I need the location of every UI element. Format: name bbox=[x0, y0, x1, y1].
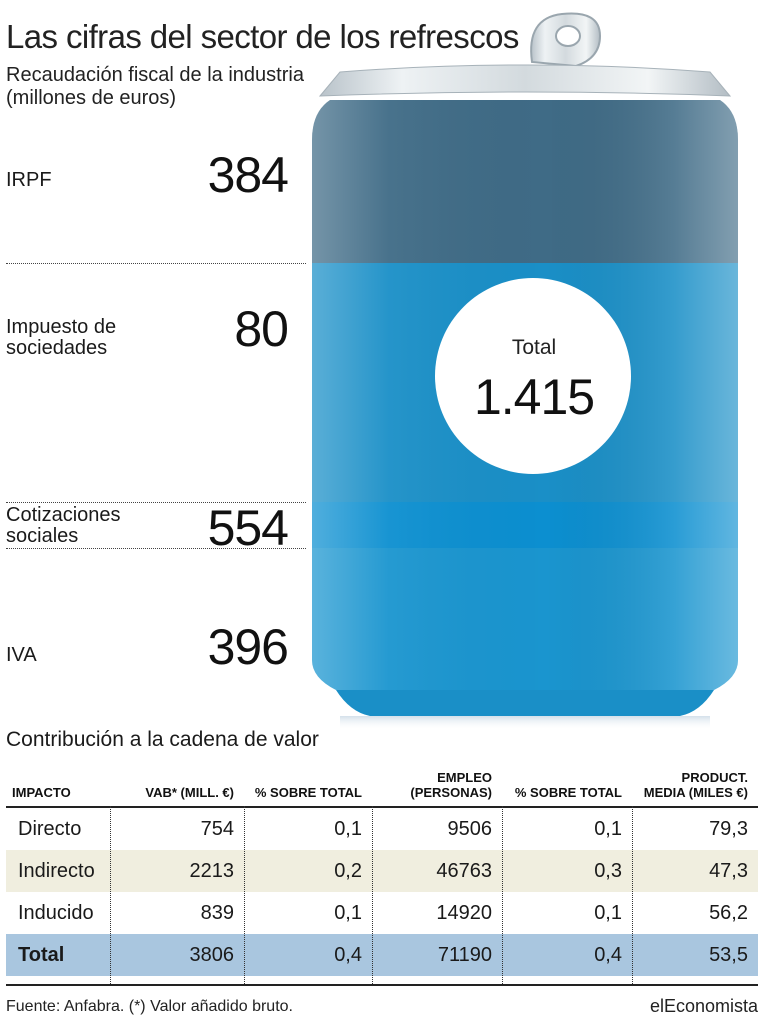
category-separator bbox=[6, 548, 306, 549]
table-cell: 839 bbox=[200, 902, 234, 924]
category-label: IRPF bbox=[6, 169, 52, 191]
table-cell: 754 bbox=[200, 818, 234, 840]
category-label: IVA bbox=[6, 644, 37, 666]
category-value: 384 bbox=[207, 147, 289, 203]
total-value: 1.415 bbox=[473, 369, 595, 425]
table-cell: 0,1 bbox=[334, 902, 362, 924]
column-header: % SOBRE TOTAL bbox=[514, 785, 622, 800]
chart-subtitle: Recaudación fiscal de la industria (mill… bbox=[6, 64, 304, 109]
table-cell: 0,4 bbox=[594, 944, 622, 966]
table-cell: 0,1 bbox=[594, 818, 622, 840]
column-header: PRODUCT. MEDIA (MILES €) bbox=[643, 770, 748, 800]
soda-can-chart bbox=[312, 12, 738, 730]
pull-tab-icon bbox=[530, 12, 602, 68]
table-cell: Inducido bbox=[18, 902, 94, 924]
table-cell: 3806 bbox=[189, 944, 235, 966]
brand-logo: elEconomista bbox=[649, 996, 758, 1016]
table-row: Inducido 839 0,1 14920 0,1 56,2 bbox=[6, 892, 758, 934]
table-row: Directo 754 0,1 9506 0,1 79,3 bbox=[6, 808, 758, 850]
column-divider bbox=[244, 806, 245, 984]
table-cell: Directo bbox=[18, 818, 82, 840]
value-chain-table: IMPACTO VAB* (MILL. €) % SOBRE TOTAL EMPLEO… bbox=[6, 752, 758, 986]
table-cell: 56,2 bbox=[709, 902, 748, 924]
table-title: Contribución a la cadena de valor bbox=[6, 728, 319, 751]
category-label: Cotizaciones sociales bbox=[6, 504, 121, 547]
table-row: Indirecto 2213 0,2 46763 0,3 47,3 bbox=[6, 850, 758, 892]
table-cell: 53,5 bbox=[709, 944, 748, 966]
category-value: 80 bbox=[234, 301, 289, 357]
table-cell: 79,3 bbox=[709, 818, 748, 840]
column-header: VAB* (MILL. €) bbox=[145, 785, 234, 800]
column-header: EMPLEO (PERSONAS) bbox=[410, 770, 492, 800]
table-cell: 0,3 bbox=[594, 860, 622, 882]
column-divider bbox=[110, 806, 111, 984]
category-label: Impuesto de sociedades bbox=[6, 316, 117, 359]
table-header: IMPACTO VAB* (MILL. €) % SOBRE TOTAL EMPLEO… bbox=[6, 752, 758, 808]
column-header: % SOBRE TOTAL bbox=[254, 785, 362, 800]
table-cell: 0,2 bbox=[334, 860, 362, 882]
table-cell: 2213 bbox=[189, 860, 235, 882]
category-value: 396 bbox=[207, 619, 289, 675]
column-header: IMPACTO bbox=[12, 785, 71, 800]
table-cell: 47,3 bbox=[709, 860, 748, 882]
table-cell: 46763 bbox=[436, 860, 492, 882]
column-divider bbox=[632, 806, 633, 984]
category-separator bbox=[6, 502, 306, 503]
table-row: Total 3806 0,4 71190 0,4 53,5 bbox=[6, 934, 758, 976]
table-body: Directo 754 0,1 9506 0,1 79,3 Indirecto 2213 0,2… bbox=[6, 808, 758, 976]
total-circle bbox=[435, 278, 631, 474]
table-cell: 0,1 bbox=[594, 902, 622, 924]
table-cell: Total bbox=[18, 944, 65, 966]
table-bottom-rule bbox=[6, 984, 758, 986]
table-cell: 14920 bbox=[436, 902, 492, 924]
table-cell: Indirecto bbox=[18, 860, 95, 882]
column-divider bbox=[502, 806, 503, 984]
table-cell: 71190 bbox=[437, 944, 492, 966]
table-cell: 0,4 bbox=[334, 944, 362, 966]
total-label: Total bbox=[511, 336, 557, 359]
column-divider bbox=[372, 806, 373, 984]
table-cell: 0,1 bbox=[334, 818, 362, 840]
table-cell: 9506 bbox=[447, 818, 493, 840]
source-note: Fuente: Anfabra. (*) Valor añadido bruto… bbox=[6, 998, 293, 1015]
category-value: 554 bbox=[207, 500, 289, 556]
page-title: Las cifras del sector de los refrescos bbox=[6, 18, 519, 55]
category-separator bbox=[6, 263, 306, 264]
